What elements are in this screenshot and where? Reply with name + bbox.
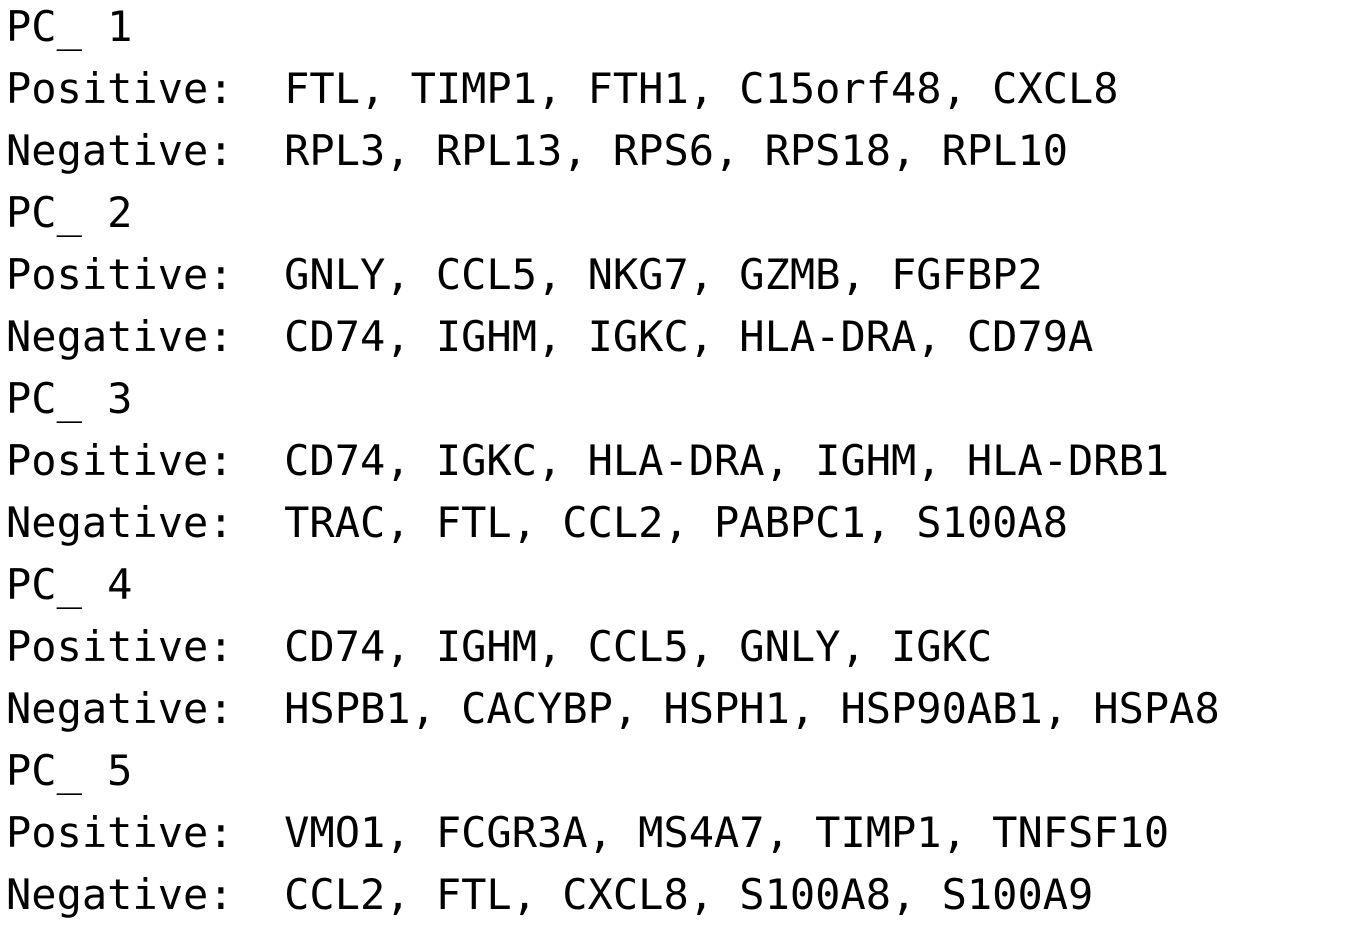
console-line-pc4-positive: Positive: CD74, IGHM, CCL5, GNLY, IGKC [6,622,993,671]
console-line-pc3-negative: Negative: TRAC, FTL, CCL2, PABPC1, S100A… [6,498,1069,547]
console-line-pc5-positive: Positive: VMO1, FCGR3A, MS4A7, TIMP1, TN… [6,808,1170,857]
console-line-pc2-negative: Negative: CD74, IGHM, IGKC, HLA-DRA, CD7… [6,312,1094,361]
console-line-pc1-positive: Positive: FTL, TIMP1, FTH1, C15orf48, CX… [6,64,1119,113]
console-line-pc5-header: PC_ 5 [6,746,133,795]
console-line-pc4-negative: Negative: HSPB1, CACYBP, HSPH1, HSP90AB1… [6,684,1220,733]
console-line-pc4-header: PC_ 4 [6,560,133,609]
console-line-pc3-header: PC_ 3 [6,374,133,423]
console-line-pc2-positive: Positive: GNLY, CCL5, NKG7, GZMB, FGFBP2 [6,250,1043,299]
console-line-pc1-negative: Negative: RPL3, RPL13, RPS6, RPS18, RPL1… [6,126,1069,175]
console-line-pc5-negative: Negative: CCL2, FTL, CXCL8, S100A8, S100… [6,870,1094,919]
console-line-pc3-positive: Positive: CD74, IGKC, HLA-DRA, IGHM, HLA… [6,436,1170,485]
console-line-pc2-header: PC_ 2 [6,188,133,237]
console-line-pc1-header: PC_ 1 [6,2,133,51]
